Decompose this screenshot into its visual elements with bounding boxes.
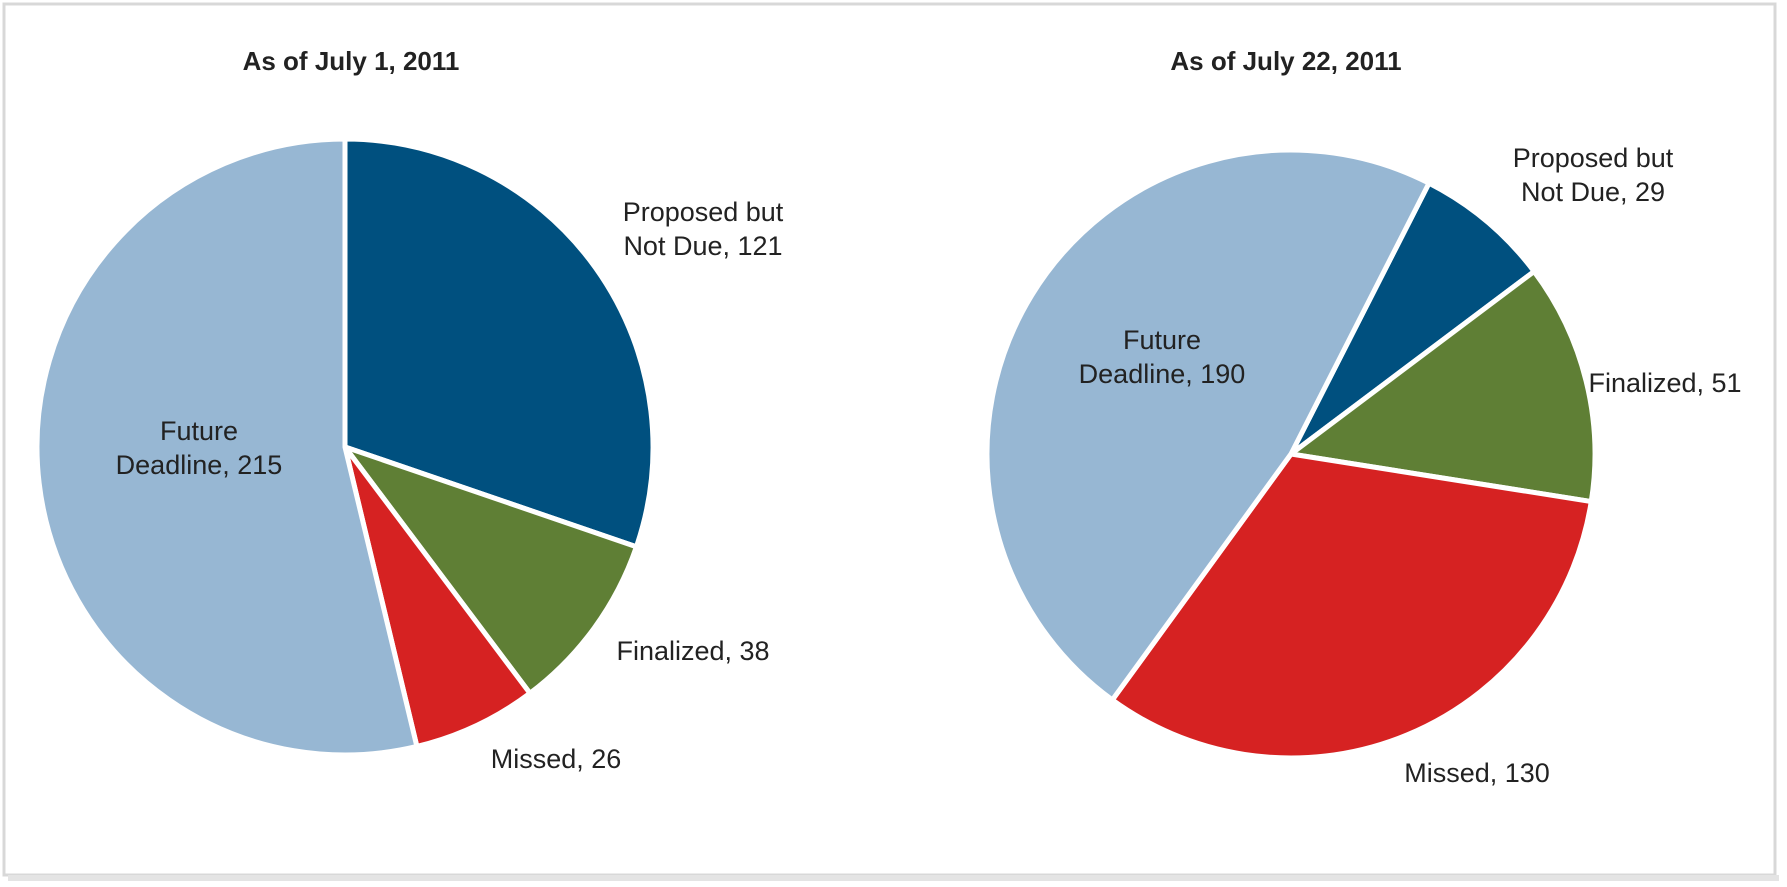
slice-label: Deadline, 215 (116, 450, 283, 480)
slice-label: Missed, 26 (491, 744, 622, 774)
slice-label: Future (160, 416, 238, 446)
pie-slice (34, 136, 420, 758)
frame-shadow (8, 875, 1779, 881)
slice-label: Finalized, 38 (616, 636, 769, 666)
chart-title: As of July 1, 2011 (243, 46, 460, 76)
pie-slice (1288, 268, 1598, 505)
pie-slice (1288, 180, 1537, 457)
slice-label: Proposed but (1513, 143, 1674, 173)
chart-title: As of July 22, 2011 (1170, 46, 1401, 76)
slice-label: Deadline, 190 (1079, 359, 1246, 389)
slice-label: Not Due, 29 (1521, 177, 1665, 207)
pie-slice (342, 136, 656, 550)
slice-label: Future (1123, 325, 1201, 355)
pie-slice (1109, 451, 1594, 761)
pie-slice (984, 147, 1432, 703)
pie-slice (342, 444, 639, 696)
slice-label: Missed, 130 (1404, 758, 1550, 788)
slice-label: Not Due, 121 (623, 231, 782, 261)
slice-label: Finalized, 51 (1588, 368, 1741, 398)
slice-label: Proposed but (623, 197, 784, 227)
